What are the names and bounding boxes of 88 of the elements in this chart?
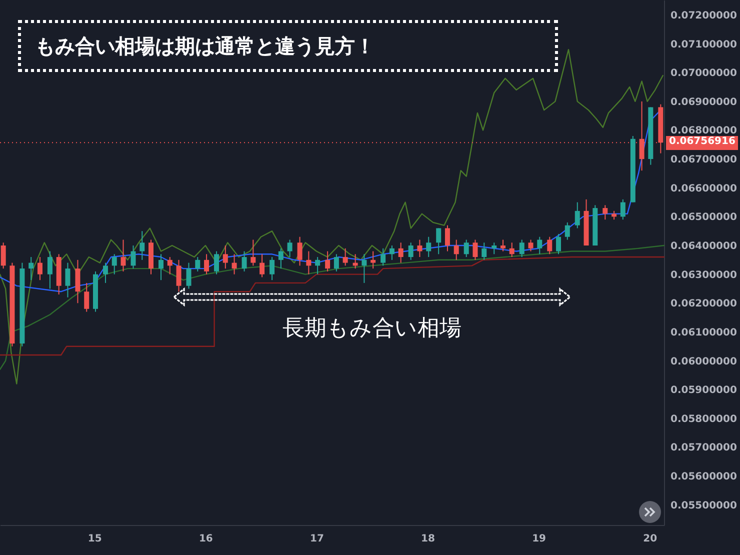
candlestick [84, 282, 90, 312]
candlestick [408, 242, 414, 260]
x-tick-label: 15 [88, 534, 102, 544]
candlestick [482, 242, 487, 260]
candlestick [389, 245, 394, 260]
candlestick [0, 242, 6, 270]
candlestick [528, 239, 534, 252]
y-tick-label: 0.06400000 [670, 241, 737, 252]
y-tick-label: 0.06000000 [670, 356, 737, 368]
candlestick [334, 254, 339, 272]
candlestick [574, 202, 580, 229]
text: もみ合い相場は期は通常と違う見方！ [18, 20, 558, 72]
candlestick [232, 254, 237, 275]
candlestick [186, 262, 192, 290]
candlestick [500, 239, 506, 252]
x-tick-label: 18 [421, 534, 435, 544]
y-tick-label: 0.06600000 [670, 183, 737, 194]
candlestick [176, 259, 182, 292]
x-tick-label: 16 [198, 534, 213, 544]
candlestick [214, 250, 220, 275]
x-tick-label: 20 [643, 534, 658, 544]
candlestick [362, 254, 367, 284]
candlestick [454, 239, 459, 260]
candlestick [250, 239, 256, 266]
candlestick [325, 250, 330, 272]
candlestick [464, 239, 469, 258]
candlestick [222, 245, 228, 270]
candlestick [287, 239, 292, 258]
candlestick [472, 239, 478, 260]
candlestick [204, 254, 210, 275]
candlestick [37, 256, 42, 281]
candlestick [444, 224, 450, 252]
y-tick-label: 0.05800000 [670, 414, 737, 425]
candlestick [417, 239, 422, 258]
candlestick [436, 228, 442, 255]
candlestick [602, 204, 608, 220]
candlestick [112, 254, 117, 275]
candlestick [278, 248, 284, 270]
x-tick-label: 19 [532, 534, 546, 544]
y-tick-label: 0.07000000 [670, 68, 737, 80]
y-tick-label: 0.05500000 [670, 500, 737, 512]
y-tick-label: 0.07100000 [670, 39, 737, 50]
y-tick-label: 0.06300000 [670, 270, 737, 281]
candlestick [342, 248, 348, 266]
line-series [0, 256, 665, 356]
candlestick [195, 256, 200, 272]
candlestick [158, 254, 164, 281]
y-tick-label: 0.05700000 [670, 442, 737, 454]
candlestick [492, 242, 497, 255]
candlestick [297, 236, 302, 266]
y-tick-label: 0.05900000 [670, 385, 737, 396]
candlestick [270, 256, 275, 281]
candlestick [519, 239, 524, 258]
candlestick [426, 236, 432, 258]
candlestick [620, 198, 626, 220]
candlestick [509, 242, 514, 258]
y-tick-label: 0.05600000 [670, 472, 737, 483]
candlestick [564, 222, 570, 240]
candlestick [370, 250, 376, 270]
ref-line-label: 0.06756916 [666, 136, 738, 150]
candlestick [556, 233, 562, 255]
candlestick [167, 256, 172, 275]
x-tick-label: 17 [310, 534, 324, 544]
candlestick [260, 254, 265, 278]
y-tick-label: 0.06100000 [670, 327, 737, 338]
candlestick [47, 250, 52, 290]
candlestick [28, 256, 34, 281]
candlestick [140, 230, 145, 260]
annotation: 長期もみ合い相場 [281, 314, 462, 343]
candlestick [102, 262, 108, 284]
candlestick [315, 256, 320, 275]
y-tick-label: 0.06900000 [670, 96, 737, 108]
y-tick-label: 0.06800000 [670, 126, 737, 137]
candlestick [547, 236, 552, 255]
y-tick-label: 0.06200000 [670, 298, 737, 310]
candlestick [75, 259, 80, 304]
candlestick [380, 248, 386, 266]
y-tick-label: 0.06500000 [670, 212, 737, 224]
y-tick-label: 0.06700000 [670, 154, 737, 166]
candlestick [242, 250, 247, 272]
line-series [0, 244, 665, 370]
y-tick-label: 0.07200000 [670, 10, 737, 22]
candlestick [130, 245, 136, 270]
candlestick [398, 242, 404, 264]
candlestick [120, 239, 126, 272]
candlestick [537, 236, 542, 255]
candlestick [65, 262, 70, 298]
candlestick [306, 250, 312, 275]
